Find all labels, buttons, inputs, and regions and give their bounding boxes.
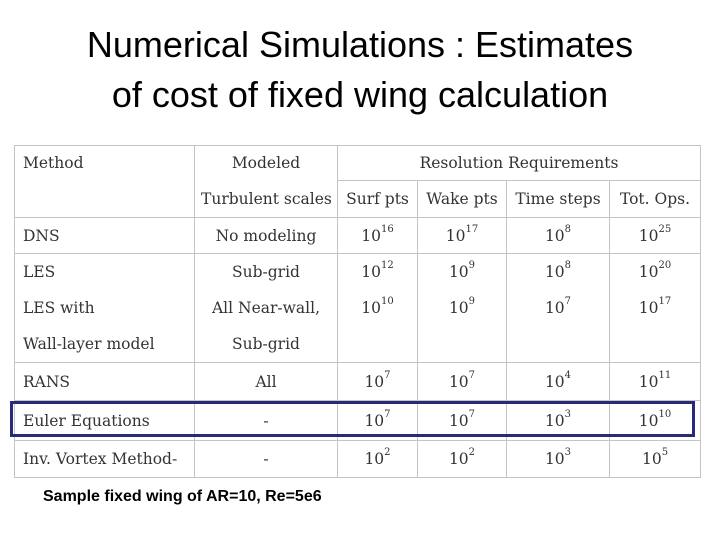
model-cell: - xyxy=(194,440,338,478)
slide-title: Numerical Simulations : Estimates of cos… xyxy=(0,20,720,120)
header-tot-ops: Tot. Ops. xyxy=(608,180,702,218)
model-cell: All Near-wall, xyxy=(194,289,338,327)
wake-cell: 102 xyxy=(417,440,507,478)
method-cell: DNS xyxy=(14,217,195,254)
footnote: Sample fixed wing of AR=10, Re=5e6 xyxy=(43,488,322,505)
table-row: LES with All Near-wall, 1010 109 107 101… xyxy=(14,289,702,327)
title-line-1: Numerical Simulations : Estimates xyxy=(86,24,634,65)
method-cell: LES xyxy=(14,253,195,290)
header-surf-pts: Surf pts xyxy=(337,180,418,218)
wake-cell: 109 xyxy=(417,253,507,290)
euler-highlight-box xyxy=(10,401,695,437)
table-row: LES Sub-grid 1012 109 108 1020 xyxy=(14,253,702,290)
time-cell: 103 xyxy=(506,440,610,478)
time-cell: 104 xyxy=(506,362,610,401)
cost-table: Method Modeled Resolution Requirements T… xyxy=(14,145,702,478)
ops-cell: 1025 xyxy=(608,217,702,254)
model-cell: Sub-grid xyxy=(194,253,338,290)
surf-cell: 1010 xyxy=(337,289,418,327)
model-cell: No modeling xyxy=(194,217,338,254)
method-cell: RANS xyxy=(14,362,195,401)
header-turbulent-scales: Turbulent scales xyxy=(194,180,338,218)
ops-cell: 1011 xyxy=(608,362,702,401)
header-method: Method xyxy=(14,145,195,218)
ops-cell xyxy=(608,326,702,363)
table-row: RANS All 107 107 104 1011 xyxy=(14,362,702,401)
wake-cell: 109 xyxy=(417,289,507,327)
model-cell: Sub-grid xyxy=(194,326,338,363)
time-cell xyxy=(506,326,610,363)
surf-cell: 107 xyxy=(337,362,418,401)
surf-cell: 1016 xyxy=(337,217,418,254)
model-cell: All xyxy=(194,362,338,401)
header-modeled: Modeled xyxy=(194,145,338,181)
ops-cell: 105 xyxy=(608,440,702,478)
method-cell: Inv. Vortex Method- xyxy=(14,440,195,478)
header-resolution: Resolution Requirements xyxy=(336,145,702,181)
surf-cell: 102 xyxy=(337,440,418,478)
header-wake-pts: Wake pts xyxy=(417,180,507,218)
time-cell: 108 xyxy=(506,217,610,254)
ops-cell: 1017 xyxy=(608,289,702,327)
table-row: Wall-layer model Sub-grid xyxy=(14,326,702,363)
wake-cell: 107 xyxy=(417,362,507,401)
time-cell: 108 xyxy=(506,253,610,290)
title-line-2: of cost of fixed wing calculation xyxy=(111,74,609,115)
header-time-steps: Time steps xyxy=(506,180,610,218)
table-row: DNS No modeling 1016 1017 108 1025 xyxy=(14,217,702,254)
ops-cell: 1020 xyxy=(608,253,702,290)
table-row: Inv. Vortex Method- - 102 102 103 105 xyxy=(14,440,702,478)
surf-cell xyxy=(337,326,418,363)
method-cell: LES with xyxy=(14,289,195,327)
time-cell: 107 xyxy=(506,289,610,327)
method-cell: Wall-layer model xyxy=(14,326,195,363)
wake-cell: 1017 xyxy=(417,217,507,254)
surf-cell: 1012 xyxy=(337,253,418,290)
wake-cell xyxy=(417,326,507,363)
